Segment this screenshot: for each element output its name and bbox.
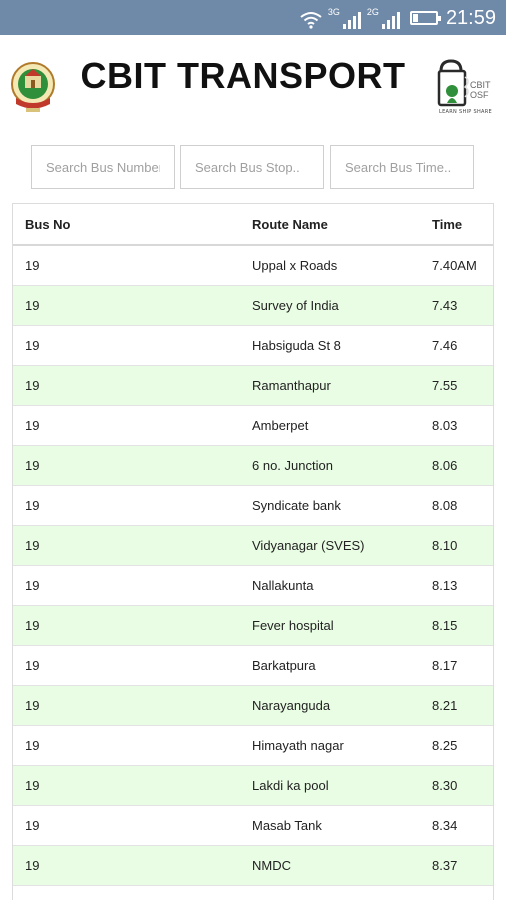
bus-number-cell: 19 — [25, 378, 40, 393]
osf-logo-label: CBIT OSF — [470, 80, 491, 100]
route-name-cell: Habsiguda St 8 — [252, 338, 341, 353]
signal-2g-icon: 2G — [367, 7, 400, 29]
time-cell: 8.21 — [432, 698, 458, 713]
time-cell: 8.10 — [432, 538, 458, 553]
table-row[interactable]: 19 Narayanguda 8.21 — [13, 686, 493, 726]
table-row[interactable]: 19 Survey of India 7.43 — [13, 286, 493, 326]
bus-number-cell: 19 — [25, 698, 40, 713]
route-name-cell: Survey of India — [252, 298, 339, 313]
table-row[interactable]: 19 NMDC 8.37 — [13, 846, 493, 886]
time-cell: 8.37 — [432, 858, 458, 873]
route-name-cell: Barkatpura — [252, 658, 316, 673]
column-header-bus-no[interactable]: Bus No — [25, 216, 71, 232]
table-row[interactable]: 19 Fever hospital 8.15 — [13, 606, 493, 646]
table-row[interactable]: 19 Amberpet 8.03 — [13, 406, 493, 446]
table-row[interactable]: 19 Himayath nagar 8.25 — [13, 726, 493, 766]
table-row[interactable]: 19 6 no. Junction 8.06 — [13, 446, 493, 486]
search-bar — [31, 145, 481, 189]
time-cell: 8.06 — [432, 458, 458, 473]
app-header: CBIT TRANSPORT CBIT OSF LEARN SHIP SHARE — [0, 35, 506, 145]
route-name-cell: NMDC — [252, 858, 291, 873]
time-cell: 7.40AM — [432, 258, 477, 273]
college-emblem-logo — [10, 58, 56, 116]
bus-number-search-input[interactable] — [31, 145, 175, 189]
osf-tagline: LEARN SHIP SHARE — [439, 109, 492, 115]
route-name-cell: Fever hospital — [252, 618, 334, 633]
network-type-1: 3G — [327, 6, 340, 17]
route-name-cell: Vidyanagar (SVES) — [252, 538, 365, 553]
wifi-icon — [300, 7, 322, 29]
battery-icon — [409, 10, 441, 25]
bus-number-cell: 19 — [25, 298, 40, 313]
table-row[interactable]: 19 Masab Tank 8.34 — [13, 806, 493, 846]
bus-number-cell: 19 — [25, 338, 40, 353]
table-row[interactable]: 19 Barkatpura 8.17 — [13, 646, 493, 686]
time-cell: 8.30 — [432, 778, 458, 793]
bus-stop-search-input[interactable] — [180, 145, 324, 189]
time-cell: 8.17 — [432, 658, 458, 673]
table-row[interactable]: 19 Ramanthapur 7.55 — [13, 366, 493, 406]
bus-number-cell: 19 — [25, 258, 40, 273]
time-cell: 8.08 — [432, 498, 458, 513]
table-row[interactable]: 19 Uppal x Roads 7.40AM — [13, 246, 493, 286]
table-row[interactable]: 19 Vidyanagar (SVES) 8.10 — [13, 526, 493, 566]
route-name-cell: Narayanguda — [252, 698, 331, 713]
route-name-cell: Amberpet — [252, 418, 309, 433]
bus-number-cell: 19 — [25, 818, 40, 833]
table-body: 19 Uppal x Roads 7.40AM 19 Survey of India 7.… — [13, 246, 493, 886]
route-name-cell: 6 no. Junction — [252, 458, 333, 473]
time-cell: 8.34 — [432, 818, 458, 833]
status-bar: 3G 2G 21:59 — [0, 0, 506, 35]
bus-number-cell: 19 — [25, 578, 40, 593]
bus-number-cell: 19 — [25, 778, 40, 793]
time-cell: 8.13 — [432, 578, 458, 593]
route-name-cell: Ramanthapur — [252, 378, 331, 393]
bus-number-cell: 19 — [25, 498, 40, 513]
route-name-cell: Himayath nagar — [252, 738, 344, 753]
bus-number-cell: 19 — [25, 858, 40, 873]
time-cell: 7.55 — [432, 378, 458, 393]
time-cell: 7.46 — [432, 338, 458, 353]
time-cell: 8.03 — [432, 418, 458, 433]
page-title: CBIT TRANSPORT — [80, 55, 406, 96]
bus-number-cell: 19 — [25, 538, 40, 553]
bus-number-cell: 19 — [25, 458, 40, 473]
route-name-cell: Nallakunta — [252, 578, 314, 593]
route-name-cell: Lakdi ka pool — [252, 778, 329, 793]
clock: 21:59 — [445, 6, 496, 29]
bus-number-cell: 19 — [25, 618, 40, 633]
bus-time-search-input[interactable] — [330, 145, 474, 189]
column-header-time[interactable]: Time — [432, 216, 463, 232]
bus-number-cell: 19 — [25, 658, 40, 673]
bus-schedule-table: Bus No Route Name Time 19 Uppal x Roads 7.… — [12, 203, 494, 900]
time-cell: 8.15 — [432, 618, 458, 633]
time-cell: 8.25 — [432, 738, 458, 753]
route-name-cell: Syndicate bank — [252, 498, 341, 513]
time-cell: 7.43 — [432, 298, 458, 313]
table-header: Bus No Route Name Time — [13, 204, 493, 246]
column-header-route-name[interactable]: Route Name — [252, 216, 328, 232]
table-row[interactable]: 19 Habsiguda St 8 7.46 — [13, 326, 493, 366]
table-row[interactable]: 19 Syndicate bank 8.08 — [13, 486, 493, 526]
signal-3g-icon: 3G — [328, 7, 361, 29]
route-name-cell: Masab Tank — [252, 818, 322, 833]
route-name-cell: Uppal x Roads — [252, 258, 338, 273]
table-row[interactable]: 19 Nallakunta 8.13 — [13, 566, 493, 606]
network-type-2: 2G — [366, 6, 379, 17]
table-row[interactable]: 19 Lakdi ka pool 8.30 — [13, 766, 493, 806]
bus-number-cell: 19 — [25, 418, 40, 433]
cbit-osf-logo: CBIT OSF LEARN SHIP SHARE — [437, 57, 497, 119]
bus-number-cell: 19 — [25, 738, 40, 753]
